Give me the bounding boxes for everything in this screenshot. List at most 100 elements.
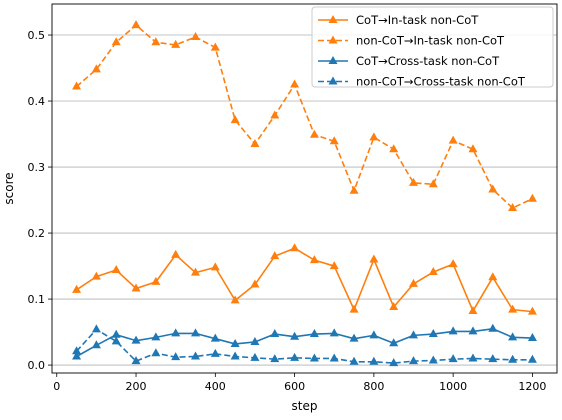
x-tick-label: 1000 [439, 380, 467, 393]
data-point-marker [91, 340, 101, 349]
data-point-marker [111, 37, 121, 46]
series-line [76, 24, 533, 209]
x-tick-label: 200 [126, 380, 147, 393]
data-point-marker [230, 351, 240, 360]
data-point-marker [369, 254, 379, 263]
data-point-marker [72, 351, 82, 360]
data-point-marker [409, 278, 419, 287]
legend-label: non-CoT→In-task non-CoT [356, 34, 505, 48]
data-point-marker [190, 328, 200, 337]
data-point-marker [151, 37, 161, 46]
legend-box [311, 6, 554, 88]
data-point-marker [131, 335, 141, 344]
data-point-marker [468, 326, 478, 335]
data-point-marker [389, 144, 399, 153]
data-point-marker [270, 110, 280, 119]
data-point-marker [309, 129, 319, 138]
data-point-marker [369, 132, 379, 141]
x-tick-label: 0 [53, 380, 60, 393]
data-point-marker [468, 305, 478, 314]
data-point-marker [250, 352, 260, 361]
data-point-marker [171, 39, 181, 48]
data-point-marker [448, 354, 458, 363]
data-point-marker [428, 355, 438, 364]
data-point-marker [527, 306, 537, 315]
data-point-marker [230, 115, 240, 124]
data-point-marker [329, 353, 339, 362]
legend: CoT→In-task non-CoT non-CoT→In-task non-C… [311, 6, 554, 89]
data-point-marker [171, 352, 181, 361]
data-point-marker [151, 332, 161, 341]
data-point-marker [309, 353, 319, 362]
x-axis-label: step [292, 399, 318, 413]
data-point-marker [349, 304, 359, 313]
data-point-marker [448, 259, 458, 268]
legend-marker-swatch [328, 56, 338, 64]
data-point-marker [329, 328, 339, 337]
data-point-marker [329, 261, 339, 270]
data-point-marker [131, 20, 141, 29]
legend-label: non-CoT→Cross-task non-CoT [356, 75, 526, 89]
y-tick-label: 0.2 [28, 227, 46, 240]
data-point-marker [270, 329, 280, 338]
data-point-marker [72, 81, 82, 90]
x-tick-label: 400 [205, 380, 226, 393]
data-point-marker [171, 249, 181, 258]
data-point-marker [527, 333, 537, 342]
data-point-marker [131, 283, 141, 292]
data-point-marker [389, 358, 399, 367]
data-point-marker [151, 276, 161, 285]
y-tick-label: 0.5 [28, 29, 46, 42]
data-point-marker [290, 352, 300, 361]
data-point-marker [210, 333, 220, 342]
plot-frame [51, 3, 558, 374]
series-line [76, 327, 533, 358]
data-point-marker [290, 79, 300, 88]
data-point-marker [428, 179, 438, 188]
data-point-marker [409, 177, 419, 186]
data-point-marker [508, 202, 518, 211]
data-point-marker [250, 336, 260, 345]
data-point-marker [448, 326, 458, 335]
data-point-marker [91, 271, 101, 280]
data-point-marker [488, 272, 498, 281]
data-point-marker [190, 32, 200, 41]
series-line [75, 328, 533, 364]
y-tick-label: 0.0 [28, 359, 46, 372]
y-axis-label: score [2, 172, 16, 204]
data-point-marker [91, 324, 101, 333]
legend-entries: CoT→In-task non-CoT non-CoT→In-task non-C… [318, 13, 526, 89]
data-point-marker [488, 323, 498, 332]
legend-label: CoT→In-task non-CoT [356, 13, 479, 27]
data-point-marker [409, 356, 419, 365]
data-point-marker [349, 333, 359, 342]
data-point-marker [111, 329, 121, 338]
data-point-marker [428, 267, 438, 276]
data-point-marker [250, 279, 260, 288]
data-point-marker [270, 354, 280, 363]
data-point-marker [210, 42, 220, 51]
data-point-marker [210, 348, 220, 357]
data-point-marker [527, 193, 537, 202]
data-point-marker [190, 267, 200, 276]
data-point-marker [369, 330, 379, 339]
data-point-marker [488, 184, 498, 193]
data-point-marker [210, 262, 220, 271]
data-point-marker [270, 251, 280, 260]
x-tick-label: 600 [284, 380, 305, 393]
axis-ticks: 0.0 0.1 0.2 0.3 0.4 0.5 0 200 400 600 800 1000 1200 [28, 29, 547, 393]
data-point-marker [91, 64, 101, 73]
y-tick-label: 0.1 [28, 293, 46, 306]
data-point-marker [369, 356, 379, 365]
data-point-marker [468, 144, 478, 153]
data-point-marker [508, 332, 518, 341]
data-point-marker [72, 346, 82, 355]
grid-lines [52, 34, 557, 366]
legend-marker-swatch [328, 35, 338, 44]
data-point-marker [111, 336, 121, 345]
legend-marker-swatch [328, 15, 338, 23]
data-point-marker [508, 354, 518, 363]
data-point-marker [171, 328, 181, 337]
data-point-marker [111, 265, 121, 274]
data-point-marker [250, 138, 260, 147]
